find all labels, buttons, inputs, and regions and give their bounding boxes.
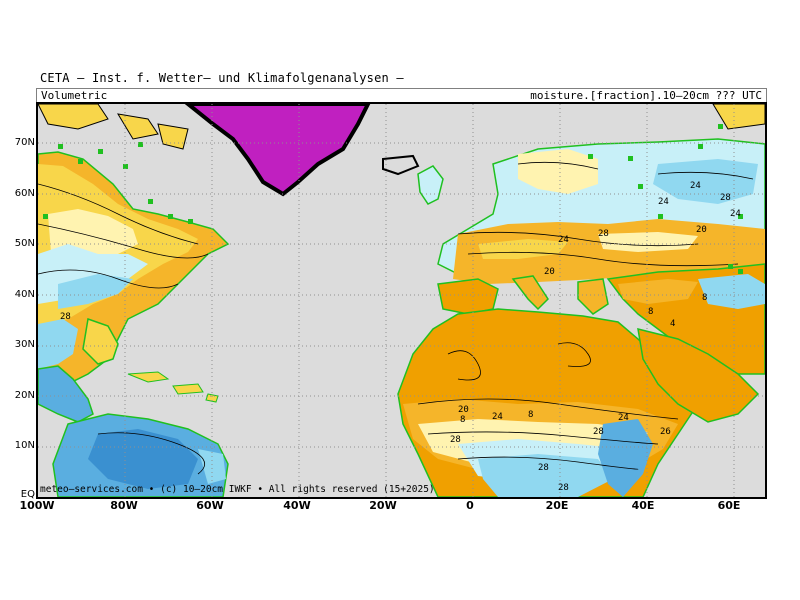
arabia	[637, 327, 760, 423]
lat-label-50n: 50N	[14, 238, 35, 249]
contour-label: 8	[460, 415, 465, 425]
contour-label: 20	[696, 225, 707, 235]
contour-label: 28	[593, 427, 604, 437]
map-panel: 24 24 28 24 20 28 24 20 28 8 8 4 8 20 28…	[36, 102, 767, 499]
contour-label: 8	[648, 307, 653, 317]
contour-label: 24	[690, 181, 701, 191]
contour-label: 8	[702, 293, 707, 303]
contour-lines	[38, 161, 754, 475]
contour-label: 28	[598, 229, 609, 239]
contour-label: 20	[458, 405, 469, 415]
map-title: CETA – Inst. f. Wetter– und Klimafolgena…	[40, 71, 404, 85]
contour-label: 28	[450, 435, 461, 445]
caribbean	[127, 371, 219, 403]
variable-label: Volumetric	[41, 89, 108, 102]
lat-label-70n: 70N	[14, 137, 35, 148]
contour-label: 26	[660, 427, 671, 437]
lat-label-eq: EQ	[20, 489, 35, 500]
lat-label-10n: 10N	[14, 440, 35, 451]
lat-label-40n: 40N	[14, 289, 35, 300]
iceland	[382, 154, 420, 176]
copyright-credit: meteo–services.com • (c) 10–20cm IWKF • …	[40, 484, 435, 495]
contour-label: 24	[658, 197, 669, 207]
lon-label-40e: 40E	[631, 499, 655, 512]
lat-label-20n: 20N	[14, 390, 35, 401]
lat-label-30n: 30N	[14, 339, 35, 350]
north-america	[38, 151, 230, 423]
contour-label: 28	[558, 483, 569, 493]
contour-label: 8	[528, 410, 533, 420]
lon-label-0: 0	[466, 499, 474, 512]
lon-label-80w: 80W	[110, 499, 138, 512]
missing-data-markers	[43, 124, 743, 274]
arctic-islands	[38, 104, 765, 150]
lon-label-40w: 40W	[283, 499, 311, 512]
lon-label-20e: 20E	[545, 499, 569, 512]
lat-label-60n: 60N	[14, 188, 35, 199]
contour-value-labels: 24 24 28 24 20 28 24 20 28 8 8 4 8 20 28…	[60, 181, 741, 493]
europe	[417, 138, 765, 315]
contour-label: 28	[538, 463, 549, 473]
contour-label: 24	[492, 412, 503, 422]
contour-label: 28	[720, 193, 731, 203]
greenland	[184, 104, 371, 197]
graticule	[38, 104, 765, 497]
south-america	[52, 413, 229, 497]
lon-label-20w: 20W	[369, 499, 397, 512]
contour-label: 24	[618, 413, 629, 423]
variable-description: moisture.[fraction].10–20cm ??? UTC	[530, 89, 762, 102]
lon-label-60w: 60W	[196, 499, 224, 512]
contour-label: 28	[60, 312, 71, 322]
contour-label: 20	[544, 267, 555, 277]
subtitle-bar: Volumetric moisture.[fraction].10–20cm ?…	[36, 88, 767, 102]
contour-label: 24	[730, 209, 741, 219]
contour-label: 24	[558, 235, 569, 245]
soil-moisture-map: 24 24 28 24 20 28 24 20 28 8 8 4 8 20 28…	[38, 104, 765, 497]
lon-label-60e: 60E	[717, 499, 741, 512]
lon-label-100w: 100W	[19, 499, 55, 512]
contour-label: 4	[670, 319, 675, 329]
